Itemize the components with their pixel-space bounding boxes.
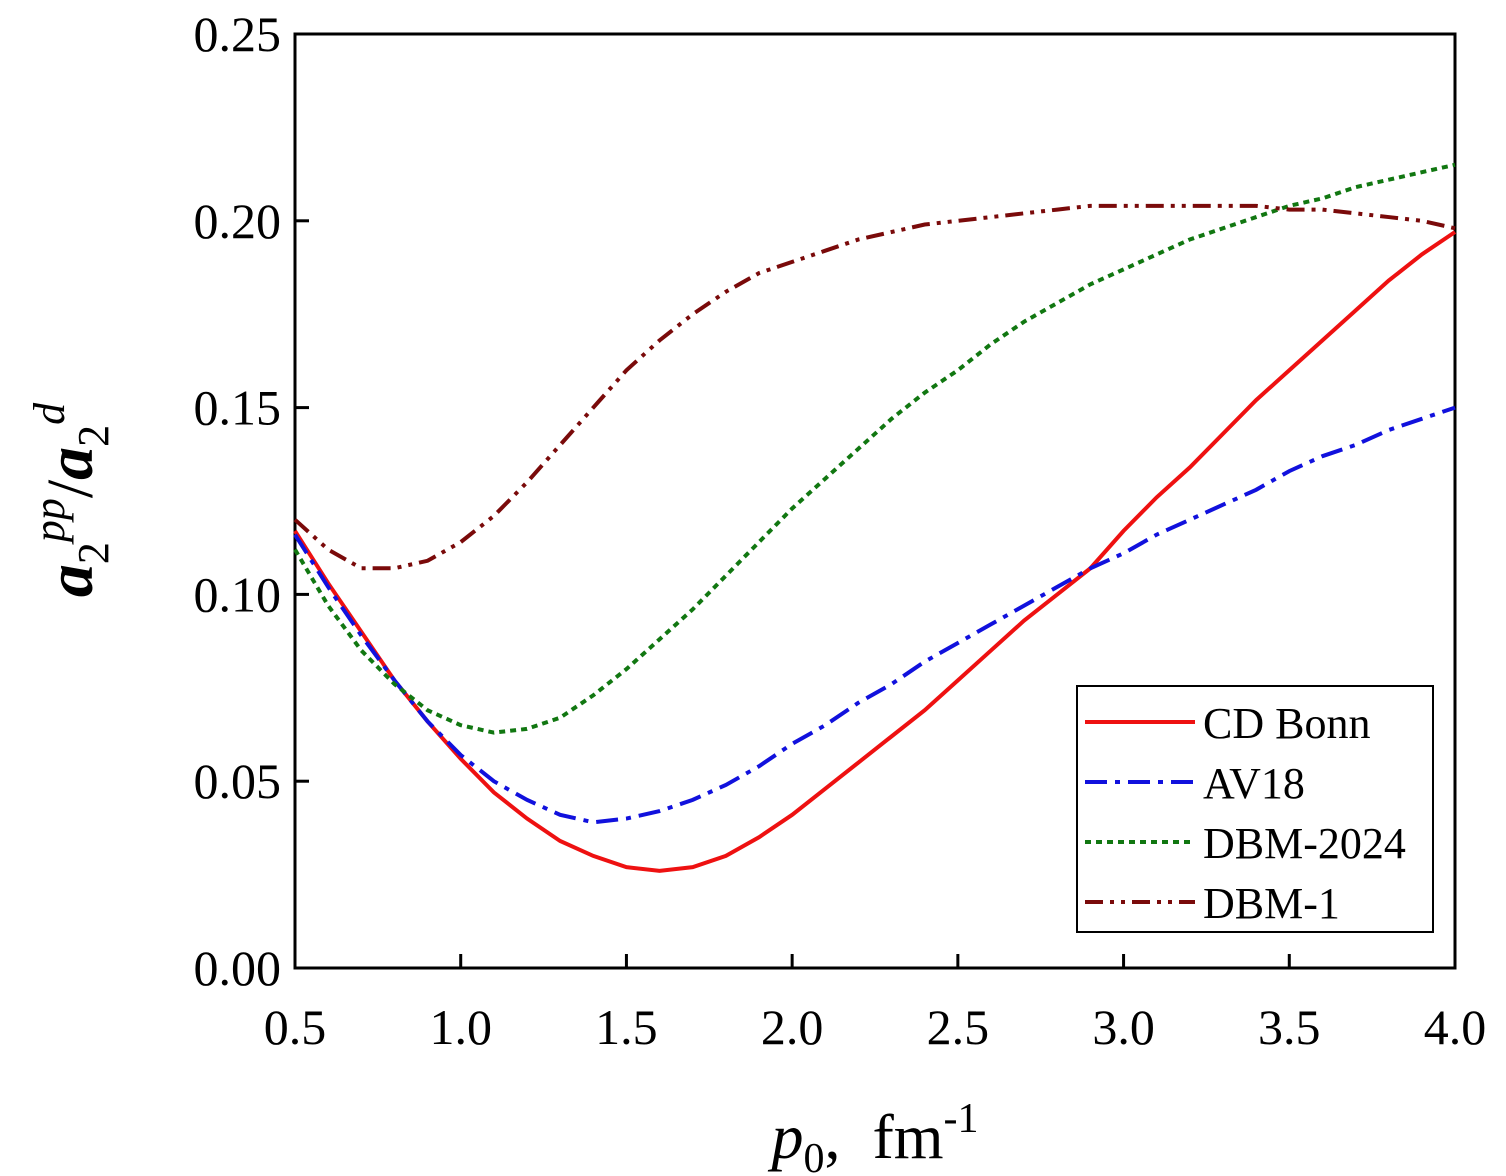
x-tick-label: 4.0	[1424, 999, 1487, 1055]
y-label-part: 2	[69, 542, 118, 564]
y-tick-label: 0.05	[194, 753, 282, 809]
y-axis-label: a2pp/a2d	[25, 402, 118, 597]
legend-label: DBM-1	[1203, 879, 1340, 928]
legend-label: CD Bonn	[1203, 699, 1370, 748]
y-tick-label: 0.20	[194, 193, 282, 249]
plot-frame	[293, 32, 1457, 970]
x-tick-label: 0.5	[264, 999, 327, 1055]
legend-box	[1076, 685, 1434, 933]
x-label-part: p	[767, 1101, 803, 1172]
legend-label: DBM-2024	[1203, 819, 1406, 868]
series-line	[293, 405, 1456, 825]
legend-label: AV18	[1203, 759, 1305, 808]
x-tick-label: 2.0	[761, 999, 824, 1055]
y-label-part: a	[34, 564, 107, 597]
x-axis-label: p0, fm-1	[767, 1096, 978, 1176]
x-tick-label: 3.5	[1258, 999, 1321, 1055]
y-label-part: 2	[69, 425, 118, 447]
y-tick-label: 0.10	[194, 566, 282, 622]
y-label-part: /	[34, 479, 107, 498]
series-line	[293, 230, 1457, 873]
x-tick-label: 3.0	[1092, 999, 1155, 1055]
x-label-part: -1	[944, 1096, 979, 1142]
series-line	[293, 203, 1456, 571]
x-label-part: 0	[803, 1136, 824, 1176]
series-line	[293, 162, 1456, 735]
x-tick-label: 1.5	[595, 999, 658, 1055]
y-label-part: a	[34, 447, 107, 480]
x-label-part: , fm	[824, 1101, 943, 1172]
y-tick-label: 0.25	[194, 6, 282, 62]
y-label-part: pp	[25, 498, 74, 545]
y-tick-label: 0.15	[194, 380, 282, 436]
x-tick-label: 2.5	[927, 999, 990, 1055]
x-tick-label: 1.0	[429, 999, 492, 1055]
y-label-part: d	[25, 402, 74, 425]
y-tick-label: 0.00	[194, 940, 282, 996]
